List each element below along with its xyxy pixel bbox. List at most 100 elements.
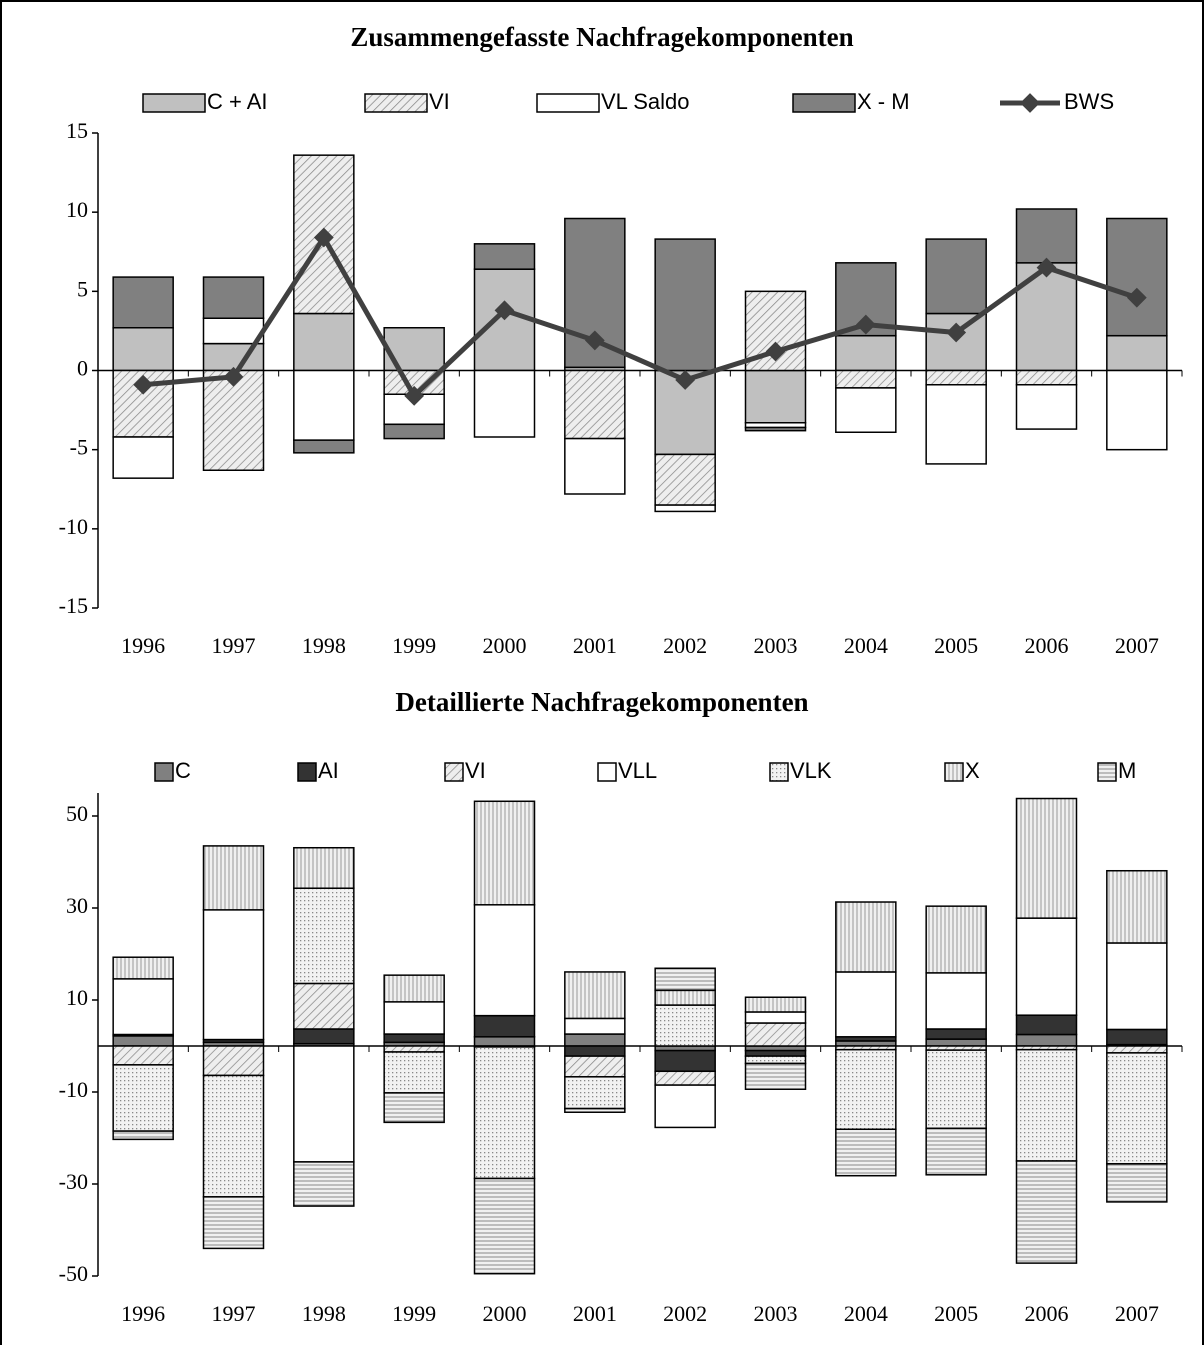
line (142, 232, 1138, 400)
bar-segment (202, 909, 265, 1041)
legend-label: AI (318, 758, 339, 783)
x-tick-label: 2001 (573, 1301, 617, 1326)
bar-segment (835, 369, 897, 389)
bar-segment (564, 1033, 626, 1047)
bar-segment (1015, 208, 1078, 264)
legend-label: VI (429, 89, 450, 114)
x-tick-label: 2000 (483, 1301, 527, 1326)
legend-swatch (364, 93, 428, 113)
bar-segment (925, 905, 987, 974)
x-tick-label: 1998 (302, 633, 346, 658)
legend-swatch (142, 93, 206, 113)
y-tick-label: 50 (66, 801, 88, 826)
bar-segment (202, 317, 265, 345)
bar-segment (293, 982, 355, 1030)
legend-swatch (536, 93, 600, 113)
x-tick-label: 2003 (754, 1301, 798, 1326)
bar-segment (744, 996, 807, 1013)
bar-segment (1106, 1028, 1168, 1046)
bar-segment (293, 1045, 355, 1163)
bar-segment (112, 956, 174, 980)
x-tick-label: 2004 (844, 633, 888, 658)
bar-segment (202, 1196, 265, 1250)
legend-swatch (1097, 762, 1117, 782)
bar-segment (293, 439, 355, 454)
bar-segment (383, 1033, 445, 1044)
y-tick-label: -50 (59, 1261, 88, 1286)
bar-segment (293, 887, 355, 985)
y-tick-label: -30 (59, 1169, 88, 1194)
bar-segment (654, 1004, 716, 1047)
legend-label: VLK (790, 758, 832, 783)
bar-segment (1015, 369, 1078, 386)
marker (855, 314, 876, 335)
bar-segment (654, 1070, 716, 1086)
bar-segment (744, 1011, 807, 1024)
legend-label: VI (465, 758, 486, 783)
legend-swatch (597, 762, 617, 782)
bar-segment (1015, 1014, 1078, 1036)
bar-segment (925, 1038, 987, 1047)
bar-segment (925, 1028, 987, 1040)
bar-segment (1106, 217, 1168, 337)
bar-segment (654, 1049, 716, 1073)
bar-segment (112, 1130, 174, 1141)
y-tick-label: -10 (59, 1077, 88, 1102)
y-tick-label: 0 (77, 356, 88, 381)
x-tick-label: 1997 (212, 1301, 256, 1326)
legend-marker (1020, 93, 1040, 113)
x-tick-label: 2005 (934, 633, 978, 658)
x-tick-label: 2007 (1115, 1301, 1159, 1326)
bar-segment (383, 327, 445, 372)
bar-segment (473, 243, 536, 270)
legend-swatch (769, 762, 789, 782)
chart-title: Detaillierte Nachfragekomponenten (395, 687, 808, 717)
bar-segment (293, 1161, 355, 1207)
x-tick-label: 1999 (392, 1301, 436, 1326)
bar-segment (1015, 917, 1078, 1016)
legend-label: X - M (857, 89, 910, 114)
bar-segment (1106, 334, 1168, 372)
bar-segment (744, 426, 807, 432)
bar-segment (473, 1046, 536, 1180)
bar-segment (835, 1048, 897, 1131)
x-tick-label: 1998 (302, 1301, 346, 1326)
bar-segment (473, 800, 536, 906)
bar-segment (293, 369, 355, 441)
legend-swatch (154, 762, 174, 782)
y-tick-label: 10 (66, 985, 88, 1010)
bar-segment (112, 276, 174, 329)
bar-segment (1106, 1045, 1168, 1054)
marker (675, 370, 696, 390)
bar-segment (654, 453, 716, 506)
y-tick-label: -10 (59, 514, 88, 539)
x-tick-label: 2002 (663, 1301, 707, 1326)
bar-segment (925, 369, 987, 386)
bar-segment (473, 1014, 536, 1038)
legend-label: C (175, 758, 191, 783)
bar-segment (473, 904, 536, 1017)
bar-segment (1106, 1163, 1168, 1203)
bar-segment (473, 369, 536, 438)
bar-segment (1106, 869, 1168, 944)
bar-segment (202, 276, 265, 320)
bar-segment (564, 1107, 626, 1113)
legend-swatch (444, 762, 464, 782)
bar-segment (564, 369, 626, 440)
bar-segment (654, 504, 716, 513)
bar-segment (925, 972, 987, 1030)
bar-segment (925, 384, 987, 465)
bar-segment (564, 1045, 626, 1057)
x-tick-label: 2001 (573, 633, 617, 658)
legend-swatch (297, 762, 317, 782)
y-tick-label: -15 (59, 593, 88, 618)
bar-segment (654, 1084, 716, 1129)
bar-segment (112, 436, 174, 479)
bar-segment (1015, 1033, 1078, 1047)
legend-label: M (1118, 758, 1136, 783)
bar-segment (744, 1055, 807, 1065)
bar-segment (293, 312, 355, 372)
